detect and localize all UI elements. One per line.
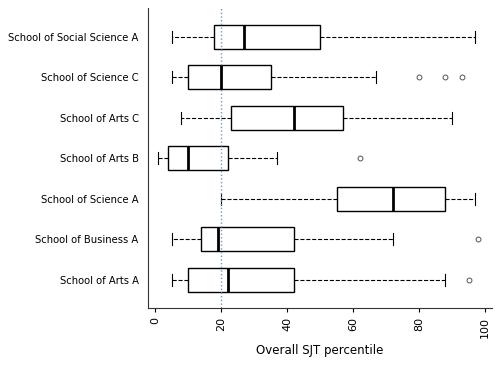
PathPatch shape — [188, 268, 294, 292]
PathPatch shape — [231, 105, 343, 130]
PathPatch shape — [188, 65, 270, 89]
X-axis label: Overall SJT percentile: Overall SJT percentile — [256, 344, 384, 357]
PathPatch shape — [214, 24, 320, 49]
PathPatch shape — [336, 187, 446, 211]
PathPatch shape — [201, 227, 294, 251]
PathPatch shape — [168, 146, 228, 170]
